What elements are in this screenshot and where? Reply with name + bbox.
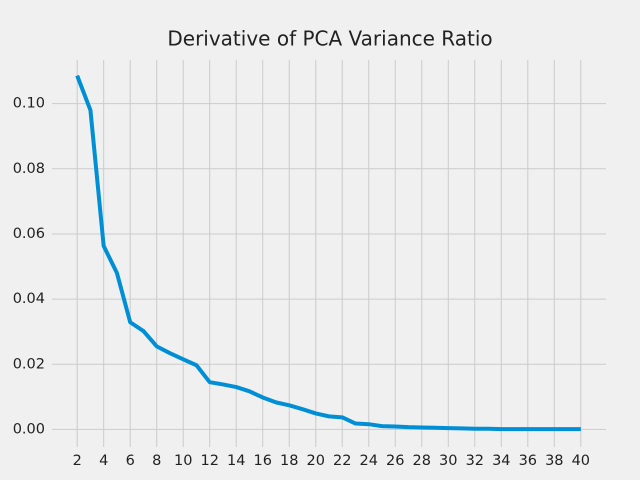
chart-title: Derivative of PCA Variance Ratio xyxy=(167,27,492,51)
x-tick-label: 4 xyxy=(99,453,108,469)
x-tick-label: 2 xyxy=(73,453,82,469)
y-tick-label: 0.08 xyxy=(13,161,45,177)
x-tick-label: 36 xyxy=(519,453,537,469)
x-tick-label: 12 xyxy=(200,453,218,469)
data-line xyxy=(75,74,581,432)
x-axis-label: Number of Components xyxy=(228,478,431,480)
x-tick-label: 16 xyxy=(254,453,272,469)
y-tick-label: 0.10 xyxy=(13,96,45,112)
x-tick-label: 14 xyxy=(227,453,245,469)
x-tick-label: 18 xyxy=(280,453,298,469)
x-tick-label: 28 xyxy=(413,453,431,469)
y-tick-label: 0.02 xyxy=(13,356,45,372)
x-tick-label: 30 xyxy=(439,453,457,469)
x-tick-label: 26 xyxy=(386,453,404,469)
x-tick-label: 24 xyxy=(360,453,378,469)
x-tick-label: 22 xyxy=(333,453,351,469)
x-tick-label: 20 xyxy=(307,453,325,469)
x-tick-label: 34 xyxy=(492,453,510,469)
x-tick-label: 40 xyxy=(572,453,590,469)
y-tick-label: 0.00 xyxy=(13,421,45,437)
x-tick-label: 38 xyxy=(545,453,563,469)
x-tick-label: 10 xyxy=(174,453,192,469)
y-tick-label: 0.06 xyxy=(13,226,45,242)
x-tick-label: 8 xyxy=(152,453,161,469)
y-tick-label: 0.04 xyxy=(13,291,45,307)
x-tick-label: 6 xyxy=(126,453,135,469)
x-tick-label: 32 xyxy=(466,453,484,469)
